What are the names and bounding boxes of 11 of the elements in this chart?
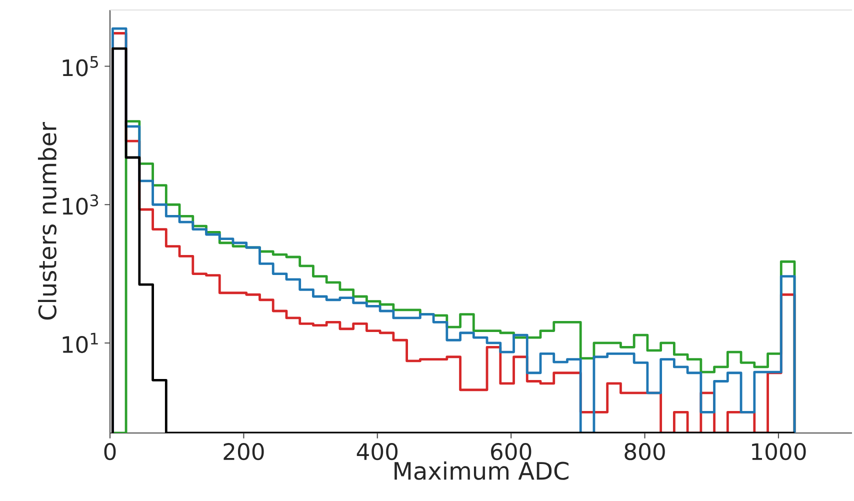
y-tick-label: 10$^{5}$ bbox=[62, 56, 98, 76]
x-axis-title: Maximum ADC bbox=[394, 461, 568, 480]
x-tick-label: 200 bbox=[224, 443, 264, 460]
x-tick-label: 800 bbox=[624, 443, 665, 460]
x-tick-label: 1000 bbox=[752, 443, 806, 460]
y-tick-label: 10$^{1}$ bbox=[62, 332, 98, 354]
x-tick-label: 600 bbox=[491, 443, 532, 460]
y-tick-label: 10$^{3}$ bbox=[62, 194, 98, 215]
x-tick-label: 0 bbox=[104, 443, 116, 460]
x-tick-label: 400 bbox=[356, 443, 398, 460]
y-axis-title: Clusters number bbox=[38, 122, 57, 320]
